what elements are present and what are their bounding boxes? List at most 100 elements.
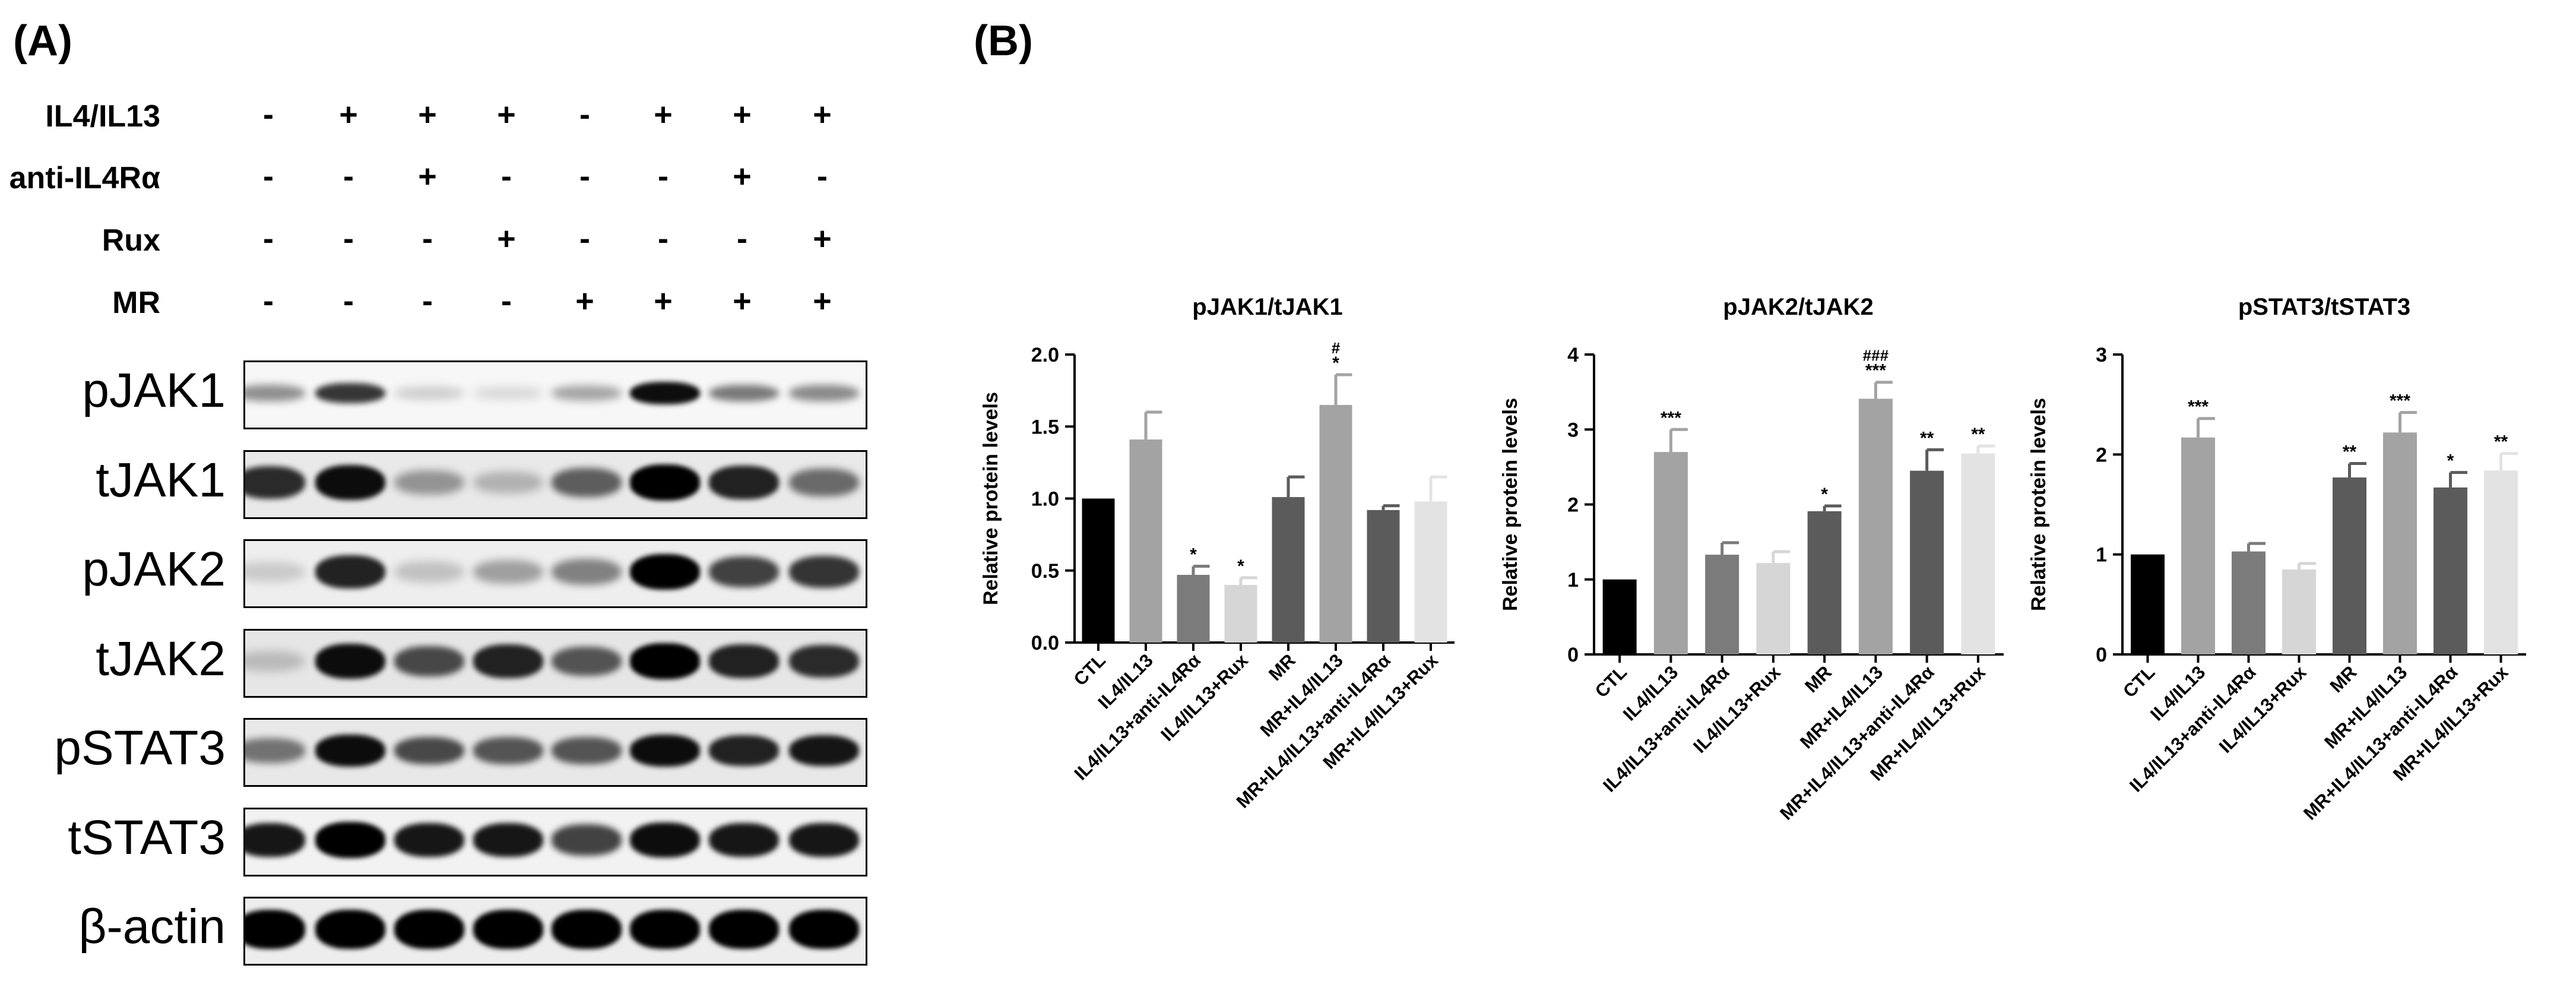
y-tick-label: 3 — [1567, 419, 1579, 441]
treatment-sign: + — [575, 283, 594, 319]
blot-band — [315, 464, 385, 501]
treatment-sign: - — [579, 221, 590, 257]
significance-label: *** — [2188, 397, 2209, 417]
blot-band — [315, 735, 385, 767]
treatment-sign: + — [813, 97, 832, 132]
treatment-sign: + — [654, 97, 673, 132]
blot-band — [630, 822, 700, 858]
y-tick-label: 3 — [2096, 344, 2107, 366]
treatment-sign: + — [733, 97, 752, 132]
significance-label: ** — [1920, 428, 1934, 448]
treatment-sign: - — [501, 159, 512, 194]
blot-band — [630, 643, 700, 679]
blot-band — [552, 824, 622, 856]
significance-label: ** — [2343, 442, 2357, 461]
blot-band — [394, 386, 464, 400]
y-axis-label: Relative protein levels — [980, 392, 1002, 605]
blot-strip — [243, 897, 867, 966]
bar — [2383, 432, 2417, 654]
treatment-sign: - — [579, 159, 590, 194]
blot-band — [789, 469, 859, 496]
bar — [2282, 569, 2316, 654]
bar — [1961, 453, 1995, 654]
significance-label: * — [2447, 451, 2454, 471]
blot-band — [709, 735, 779, 766]
treatment-sign: + — [813, 283, 832, 319]
treatment-sign: - — [263, 221, 274, 257]
blot-strip — [243, 539, 867, 608]
blot-strip — [243, 360, 867, 429]
bar — [1756, 562, 1791, 654]
significance-label: * — [1237, 556, 1244, 576]
bar — [1177, 575, 1210, 643]
chart-1: pJAK1/tJAK1 Relative protein levels 0.0 0.5… — [980, 294, 1455, 812]
x-tick-label: CTL — [1070, 650, 1110, 689]
chart-2: pJAK2/tJAK2 Relative protein levels 0 1 2 3 4 C… — [1499, 294, 2004, 824]
treatment-sign: + — [418, 97, 437, 132]
bar — [2232, 551, 2266, 654]
treatment-sign: + — [497, 221, 516, 257]
blot-band — [789, 556, 859, 588]
blot-band — [394, 561, 464, 583]
blot-label: pJAK1 — [82, 363, 226, 417]
y-tick-label: 2 — [1567, 494, 1579, 517]
y-tick-label: 1 — [2096, 544, 2107, 567]
treatment-sign: - — [263, 283, 274, 319]
blot-strip — [243, 450, 867, 519]
x-tick-label: CTL — [1591, 662, 1631, 701]
blot-band — [789, 910, 859, 949]
x-tick-label: CTL — [2119, 662, 2159, 701]
treatment-sign: - — [263, 97, 274, 132]
bar — [1082, 498, 1115, 643]
blot-band — [709, 556, 779, 588]
treatment-sign: + — [339, 97, 358, 132]
panel-a-label: (A) — [13, 17, 72, 65]
blot-band — [245, 650, 305, 672]
treatment-sign: + — [813, 221, 832, 257]
blot-label: tJAK1 — [96, 453, 226, 507]
treatment-sign: - — [737, 221, 747, 257]
treatment-sign: - — [579, 97, 590, 132]
blot-band — [315, 910, 385, 949]
treatment-sign: + — [497, 97, 516, 132]
treatment-sign: - — [343, 221, 354, 257]
y-tick-label: 1.5 — [1031, 416, 1059, 438]
treatment-label: anti-IL4Rα — [9, 161, 160, 195]
significance-label: *** — [1865, 361, 1886, 381]
x-tick-label: MR — [1265, 650, 1300, 685]
bar — [1367, 510, 1400, 643]
x-tick-label: IL4/IL13+Rux — [2215, 662, 2311, 757]
bar — [2434, 487, 2467, 654]
blot-band — [394, 736, 464, 765]
blot-band — [245, 822, 305, 858]
blot-label: tSTAT3 — [68, 810, 226, 865]
blot-band — [245, 910, 305, 949]
treatment-label: IL4/IL13 — [45, 99, 160, 134]
bar — [1705, 555, 1739, 654]
blot-band — [473, 910, 543, 949]
bar — [1272, 497, 1305, 643]
bar — [1653, 452, 1688, 654]
blot-band — [315, 822, 385, 858]
blot-band — [552, 646, 622, 676]
blot-band — [709, 822, 779, 858]
blot-band — [245, 385, 305, 401]
blot-band — [709, 644, 779, 678]
treatment-sign: - — [658, 159, 668, 194]
y-tick-label: 2.0 — [1031, 344, 1059, 366]
x-tick-label: MR — [1801, 662, 1836, 697]
blot-band — [630, 553, 700, 590]
blot-band — [245, 561, 305, 583]
y-axis-label: Relative protein levels — [1499, 398, 1522, 611]
bar — [1602, 579, 1637, 654]
blot-band — [473, 559, 543, 584]
blot-label: β-actin — [78, 900, 226, 954]
treatment-sign: - — [343, 159, 354, 194]
blot-strip — [243, 718, 867, 787]
blot-band — [473, 822, 543, 858]
x-tick-label: MR — [2326, 662, 2361, 697]
y-axis-label: Relative protein levels — [2027, 398, 2050, 611]
blot-band — [709, 466, 779, 499]
bar — [1414, 501, 1447, 643]
significance-label: ** — [2494, 432, 2508, 452]
